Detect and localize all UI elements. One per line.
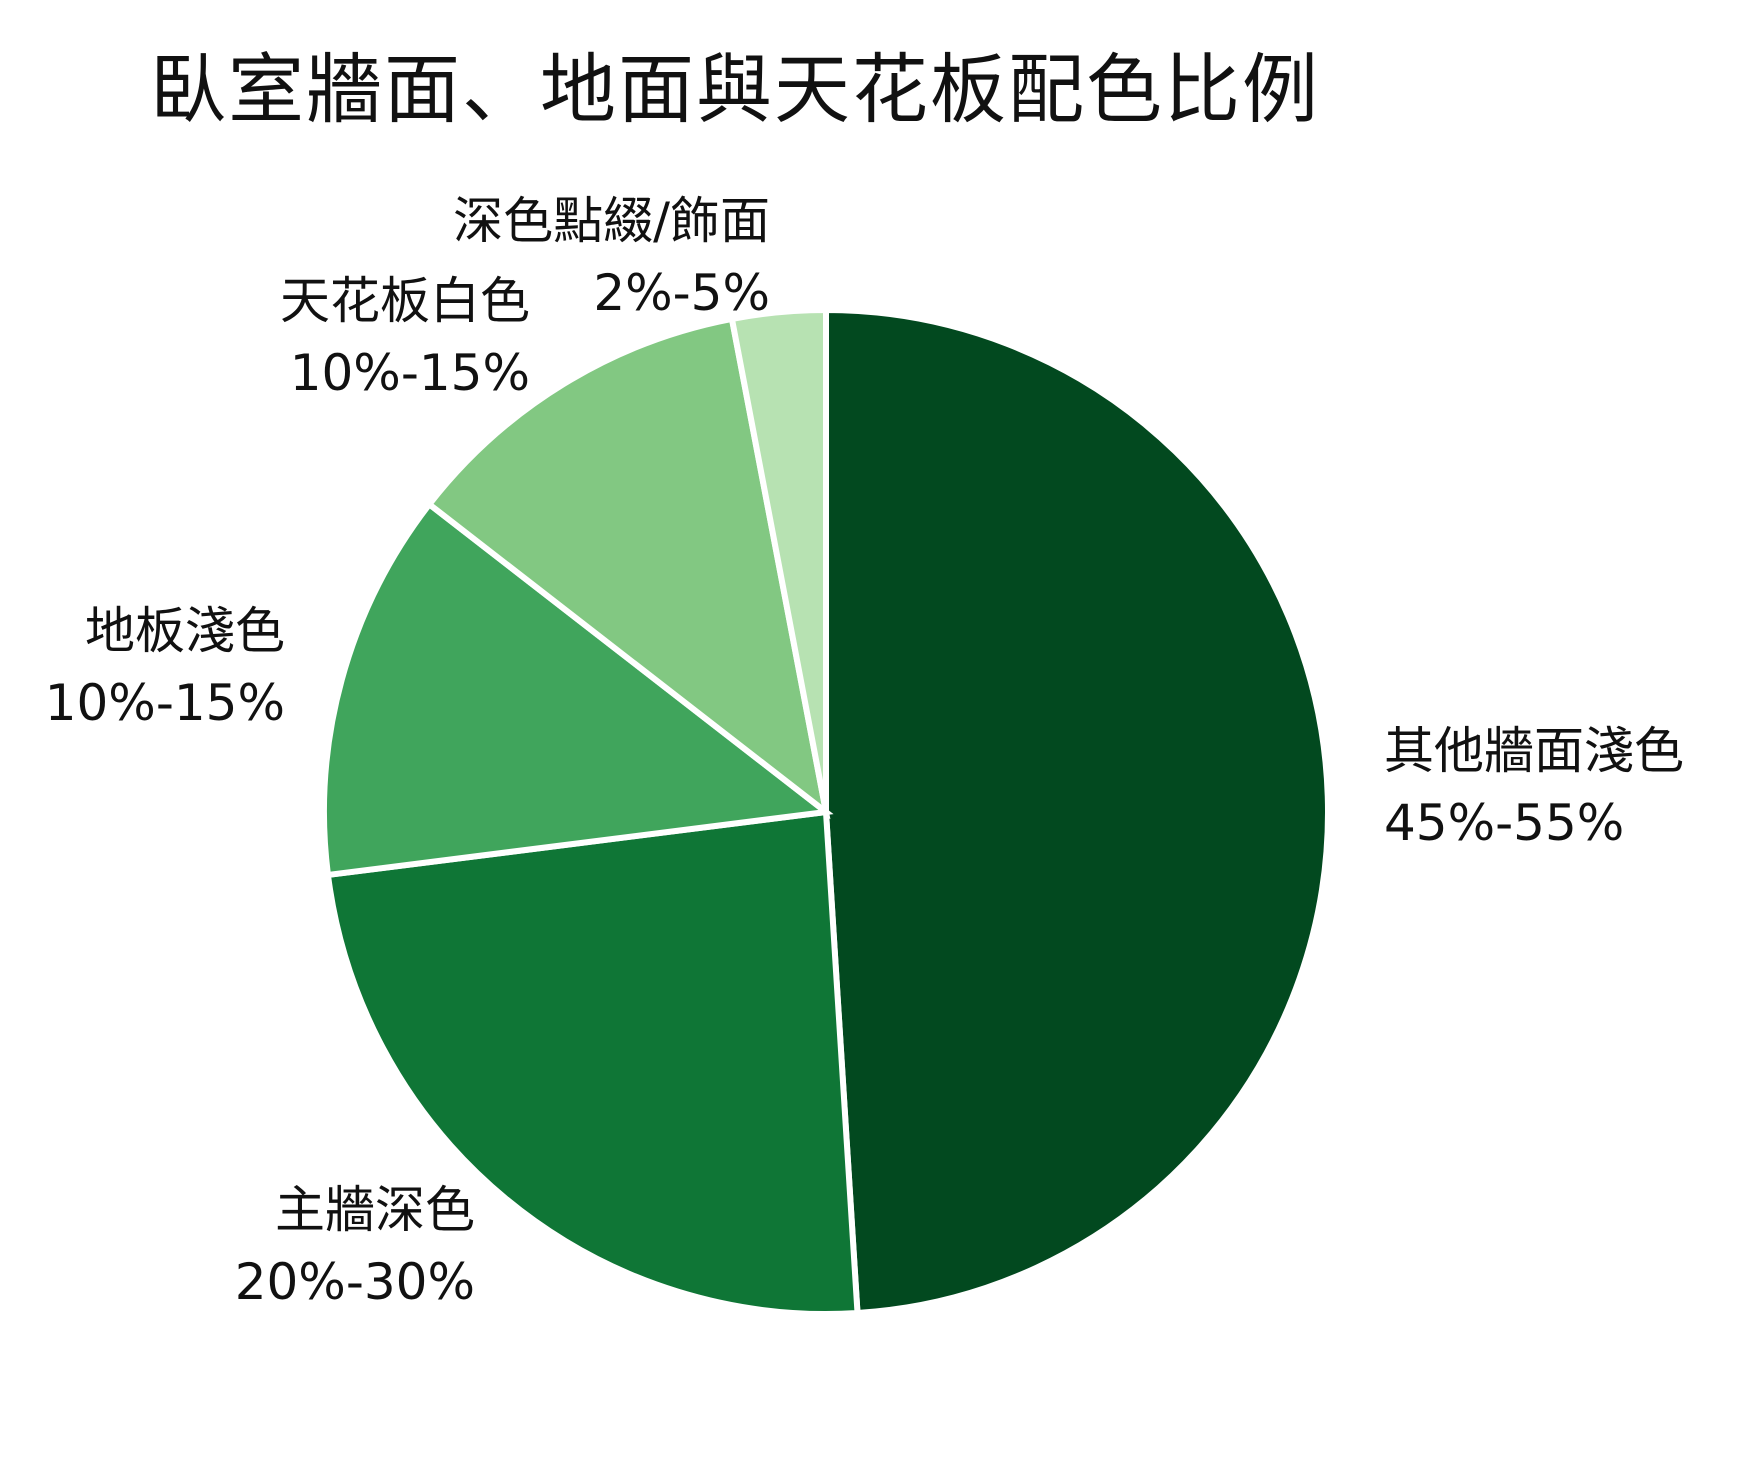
- chart-title: 臥室牆面、地面與天花板配色比例: [150, 45, 1320, 134]
- slice-label-range-3: 10%-15%: [45, 674, 285, 732]
- pie-slice-3: [321, 500, 834, 879]
- pie-slice-2: [324, 808, 861, 1317]
- slice-label-name-2: 主牆深色: [275, 1181, 475, 1239]
- slice-label-name-3: 地板淺色: [85, 602, 285, 660]
- pie-slice-5: [728, 306, 829, 813]
- slice-label-range-5: 2%-5%: [593, 264, 770, 322]
- pie-slice-1: [823, 306, 1331, 1317]
- slice-label-range-4: 10%-15%: [290, 344, 530, 402]
- slice-label-name-1: 其他牆面淺色: [1384, 722, 1684, 780]
- slice-label-name-5: 深色點綴/飾面: [453, 192, 770, 250]
- slice-label-range-2: 20%-30%: [235, 1253, 475, 1311]
- slice-label-name-4: 天花板白色: [280, 272, 530, 330]
- pie-slice-4: [425, 315, 831, 820]
- slice-label-range-1: 45%-55%: [1384, 794, 1624, 852]
